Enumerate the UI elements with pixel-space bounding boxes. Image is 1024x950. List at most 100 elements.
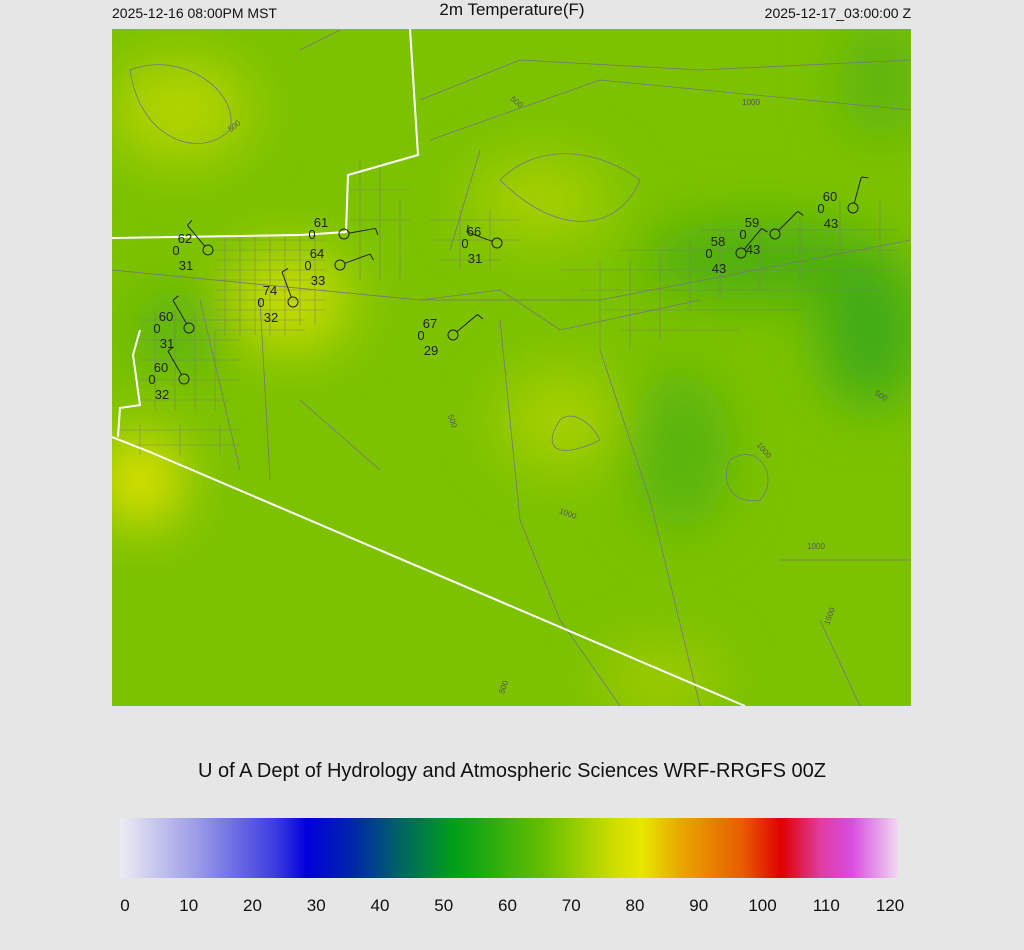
- station-circle: [287, 296, 299, 308]
- station-circle: [447, 329, 459, 341]
- station-pressure: 0: [148, 372, 155, 387]
- wind-barb-flag: [281, 268, 289, 273]
- station-dewpoint: 43: [824, 216, 838, 231]
- wind-barb: [853, 176, 862, 204]
- wind-barb-flag: [466, 225, 469, 233]
- map: [112, 29, 911, 706]
- wind-barb-flag: [369, 253, 374, 261]
- wind-barb-flag: [761, 228, 768, 233]
- wind-barb: [187, 225, 206, 247]
- station-temperature: 60: [823, 189, 837, 204]
- contour-label: 500: [497, 679, 510, 695]
- station-temperature: 62: [178, 231, 192, 246]
- station-circle: [735, 247, 747, 259]
- map-title: 2m Temperature(F): [439, 0, 584, 19]
- wind-barb: [456, 314, 478, 333]
- wind-barb: [743, 228, 762, 250]
- colorbar-tick-label: 0: [120, 896, 129, 915]
- station-circle: [178, 373, 190, 385]
- colorbar-tick-label: 60: [498, 896, 517, 915]
- wind-barb: [172, 300, 187, 324]
- colorbar-tick-label: 100: [748, 896, 776, 915]
- wind-barb-flag: [797, 210, 804, 216]
- station-dewpoint: 33: [311, 273, 325, 288]
- colorbar-tick-label: 90: [689, 896, 708, 915]
- station-circle: [769, 228, 781, 240]
- valid-local-time: 2025-12-16 08:00PM MST: [112, 5, 277, 21]
- station-pressure: 0: [153, 321, 160, 336]
- station-pressure: 0: [417, 328, 424, 343]
- station-temperature: 67: [423, 316, 437, 331]
- wind-barb-flag: [167, 346, 174, 352]
- station-plot: 610: [308, 215, 379, 242]
- wind-barb-flag: [477, 314, 484, 320]
- wind-barb: [344, 253, 371, 264]
- wind-barb: [466, 231, 493, 242]
- station-circle: [491, 237, 503, 249]
- colorbar-tick-label: 80: [626, 896, 645, 915]
- contour-label: 1000: [742, 98, 760, 107]
- station-temperature: 66: [467, 224, 481, 239]
- station-pressure: 0: [705, 246, 712, 261]
- wind-barb: [778, 211, 798, 231]
- station-temperature: 60: [159, 309, 173, 324]
- station-circle: [847, 202, 859, 214]
- wind-barb-flag: [375, 228, 379, 236]
- credit: U of A Dept of Hydrology and Atmospheric…: [198, 760, 826, 782]
- station-dewpoint: 31: [468, 251, 482, 266]
- station-pressure: 0: [257, 295, 264, 310]
- station-circle: [334, 259, 346, 271]
- wind-barb: [281, 271, 292, 298]
- colorbar-tick-label: 30: [307, 896, 326, 915]
- colorbar-tick-label: 110: [813, 896, 840, 915]
- colorbar-tick-label: 40: [371, 896, 390, 915]
- station-pressure: 0: [308, 227, 315, 242]
- colorbar-tick-label: 10: [179, 896, 198, 915]
- wind-barb: [348, 227, 376, 234]
- station-pressure: 0: [461, 236, 468, 251]
- station-dewpoint: 32: [264, 310, 278, 325]
- wind-barb-flag: [187, 219, 193, 226]
- colorbar-tick-label: 50: [434, 896, 453, 915]
- colorbar-tick-label: 70: [562, 896, 581, 915]
- station-dewpoint: 43: [746, 242, 760, 257]
- colorbar-tick-label: 120: [876, 896, 904, 915]
- colorbar: [120, 818, 898, 878]
- station-pressure: 0: [817, 201, 824, 216]
- station-pressure: 0: [304, 258, 311, 273]
- station-circle: [183, 322, 195, 334]
- station-pressure: 0: [739, 227, 746, 242]
- station-pressure: 0: [172, 243, 179, 258]
- station-temperature: 60: [154, 360, 168, 375]
- station-dewpoint: 31: [160, 336, 174, 351]
- station-dewpoint: 32: [155, 387, 169, 402]
- wind-barb-flag: [861, 176, 869, 179]
- station-circle: [202, 244, 214, 256]
- station-temperature: 61: [314, 215, 328, 230]
- station-dewpoint: 43: [712, 261, 726, 276]
- contour-label: 1000: [807, 542, 825, 551]
- station-temperature: 64: [310, 246, 324, 261]
- station-temperature: 58: [711, 234, 725, 249]
- wind-barb-flag: [172, 295, 179, 301]
- contour-label: 500: [446, 413, 459, 429]
- wind-barb: [167, 351, 182, 375]
- station-temperature: 74: [263, 283, 277, 298]
- colorbar-tick-label: 20: [243, 896, 262, 915]
- valid-utc-time: 2025-12-17_03:00:00 Z: [765, 5, 912, 21]
- station-dewpoint: 31: [179, 258, 193, 273]
- station-circle: [338, 228, 350, 240]
- station-temperature: 59: [745, 215, 759, 230]
- station-dewpoint: 29: [424, 343, 438, 358]
